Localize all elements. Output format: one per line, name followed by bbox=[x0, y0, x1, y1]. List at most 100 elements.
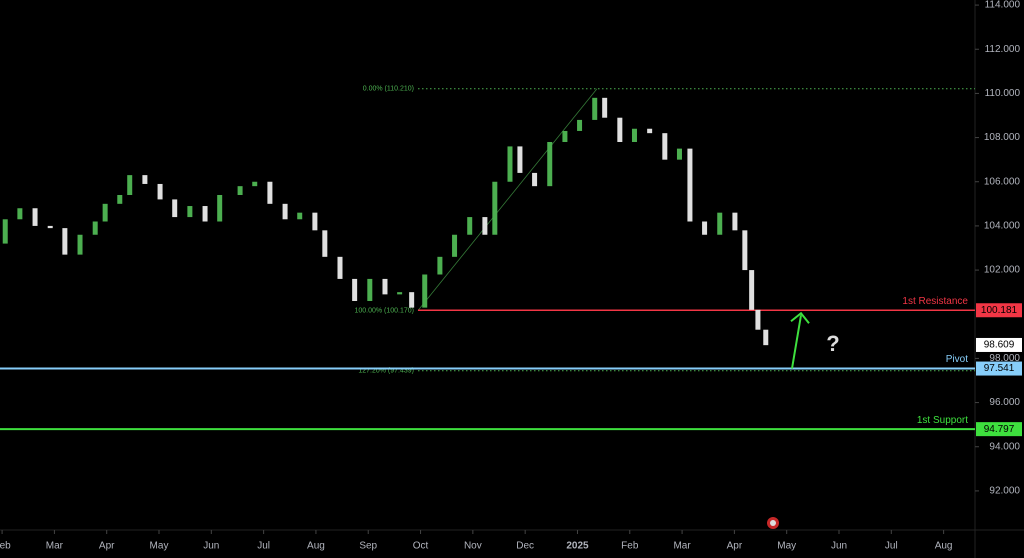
fib-label: 100.00% (100.170) bbox=[354, 307, 414, 314]
fib-label: 0.00% (110.210) bbox=[363, 86, 414, 93]
candle bbox=[482, 217, 488, 235]
candle bbox=[577, 119, 583, 131]
y-tick-label: 106.000 bbox=[984, 176, 1021, 187]
candle bbox=[562, 130, 568, 142]
candle bbox=[382, 278, 388, 295]
candle bbox=[492, 181, 498, 235]
candle bbox=[755, 309, 761, 330]
y-tick-label: 96.000 bbox=[989, 397, 1020, 408]
projection-arrow bbox=[791, 315, 802, 369]
candle bbox=[717, 212, 723, 235]
y-tick-label: 98.000 bbox=[989, 353, 1020, 364]
x-tick-label: Mar bbox=[46, 541, 64, 552]
candle bbox=[742, 230, 748, 271]
candle bbox=[337, 256, 343, 279]
x-tick-label: Mar bbox=[673, 541, 691, 552]
x-tick-label: Feb bbox=[0, 541, 11, 552]
y-tick-label: 92.000 bbox=[989, 486, 1020, 497]
candle bbox=[592, 97, 598, 120]
y-tick-label: 114.000 bbox=[985, 0, 1021, 11]
candle bbox=[322, 230, 328, 257]
candle bbox=[312, 212, 318, 231]
candle bbox=[352, 278, 358, 301]
price-box bbox=[976, 361, 1022, 376]
candle bbox=[507, 146, 513, 182]
candle bbox=[631, 128, 637, 142]
candle bbox=[467, 217, 473, 235]
candle bbox=[102, 203, 108, 222]
x-tick-label: Dec bbox=[516, 541, 534, 552]
candle bbox=[217, 194, 223, 222]
x-tick-label: Apr bbox=[99, 541, 115, 552]
candle bbox=[237, 186, 243, 195]
y-tick-label: 104.000 bbox=[984, 221, 1021, 232]
x-tick-label: May bbox=[150, 541, 169, 552]
projection-arrowhead bbox=[790, 311, 810, 324]
candle bbox=[172, 199, 178, 218]
candle bbox=[202, 206, 208, 222]
candle bbox=[297, 212, 303, 220]
last-price-box bbox=[976, 337, 1022, 352]
price-box-label: 94.797 bbox=[984, 424, 1015, 435]
last-price-label: 98.609 bbox=[984, 340, 1015, 351]
candle bbox=[732, 212, 738, 231]
annotation: ? bbox=[826, 331, 839, 356]
level-name: 1st Resistance bbox=[902, 296, 968, 307]
y-tick-label: 110.000 bbox=[985, 88, 1021, 99]
candle bbox=[77, 234, 83, 255]
price-box bbox=[976, 303, 1022, 318]
candle bbox=[367, 278, 373, 301]
candle bbox=[452, 234, 458, 257]
candle bbox=[749, 270, 755, 310]
candle bbox=[117, 194, 123, 204]
price-box-label: 100.181 bbox=[981, 305, 1018, 316]
x-tick-label: Oct bbox=[413, 541, 429, 552]
y-tick-label: 112.000 bbox=[985, 44, 1021, 55]
candle bbox=[252, 181, 258, 187]
candle bbox=[617, 117, 623, 142]
event-flag bbox=[770, 520, 776, 526]
x-tick-label: Aug bbox=[935, 541, 953, 552]
candle bbox=[187, 206, 193, 218]
candle bbox=[62, 228, 68, 255]
candle bbox=[157, 183, 163, 200]
candle bbox=[142, 175, 148, 184]
x-tick-label: Nov bbox=[464, 541, 482, 552]
level-name: Pivot bbox=[946, 354, 968, 365]
candle bbox=[517, 146, 523, 173]
candle bbox=[676, 148, 682, 160]
candle bbox=[282, 203, 288, 220]
x-tick-label: Aug bbox=[307, 541, 325, 552]
candle bbox=[127, 175, 133, 195]
candle bbox=[547, 141, 553, 187]
x-tick-label: Jun bbox=[831, 541, 847, 552]
candle bbox=[47, 225, 53, 229]
x-tick-label: Apr bbox=[727, 541, 743, 552]
candle bbox=[532, 172, 538, 187]
x-tick-label: 2025 bbox=[566, 541, 589, 552]
candle bbox=[2, 219, 8, 244]
price-box bbox=[976, 422, 1022, 437]
fib-label: 127.20% (97.439) bbox=[358, 368, 414, 375]
candle bbox=[267, 181, 273, 204]
x-tick-label: May bbox=[777, 541, 796, 552]
candle bbox=[763, 329, 769, 346]
candle bbox=[702, 221, 708, 235]
price-box-label: 97.541 bbox=[984, 363, 1015, 374]
x-tick-label: Jul bbox=[257, 541, 270, 552]
candle bbox=[92, 221, 98, 235]
candle bbox=[409, 292, 415, 308]
candle bbox=[397, 292, 403, 295]
x-tick-label: Feb bbox=[621, 541, 639, 552]
candle bbox=[17, 208, 23, 220]
candle bbox=[662, 133, 668, 160]
level-name: 1st Support bbox=[917, 415, 968, 426]
candle bbox=[647, 128, 653, 134]
candle bbox=[32, 208, 38, 226]
x-tick-label: Sep bbox=[359, 541, 377, 552]
y-tick-label: 108.000 bbox=[984, 132, 1021, 143]
candle bbox=[422, 274, 428, 308]
